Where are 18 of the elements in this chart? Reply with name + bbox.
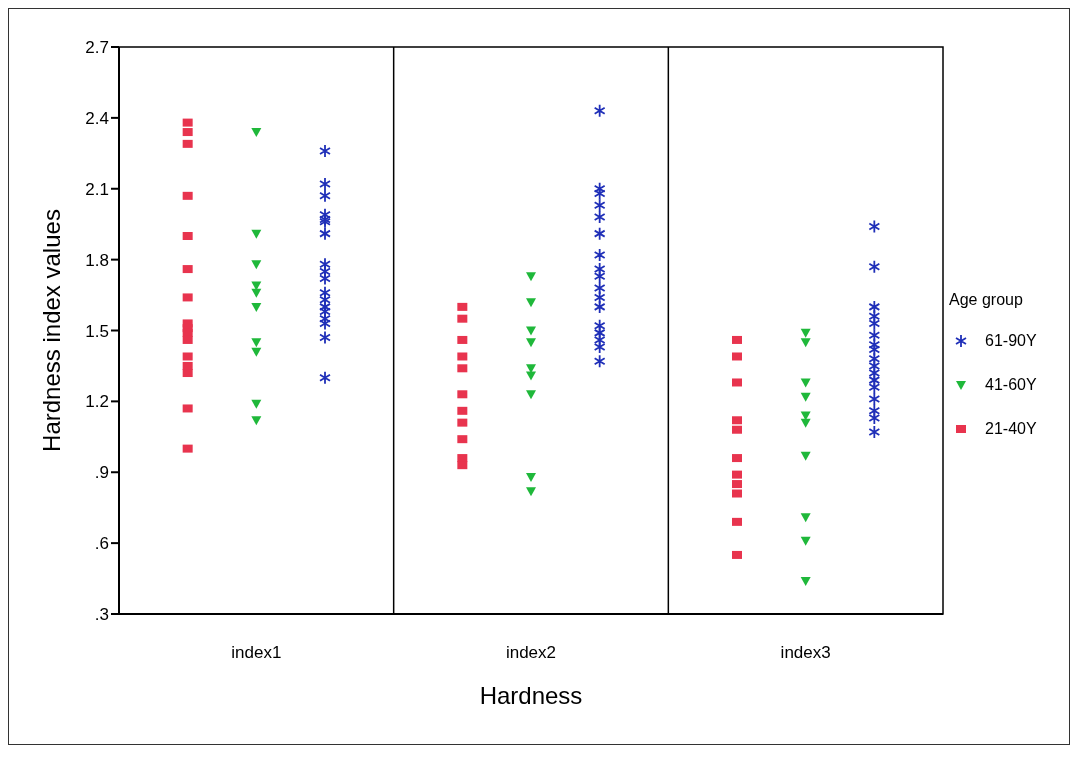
legend-title: Age group [949,290,1024,309]
y-tick-label: 2.7 [85,38,109,58]
legend-label: 41-60Y [985,375,1037,394]
x-tick-label: index3 [780,643,831,663]
legend-label: 21-40Y [985,419,1037,438]
y-tick-label: .9 [94,463,109,483]
x-tick-label: index2 [505,643,557,663]
x-tick-label: index1 [231,643,282,663]
y-tick-label: .6 [94,534,109,554]
y-tick-label: 2.4 [85,108,109,128]
y-tick-label: 1.8 [85,250,109,270]
y-tick-label: 1.5 [85,321,109,341]
y-tick-label: 1.2 [85,392,109,412]
x-axis-title: Hardness [479,682,583,709]
legend-label: 61-90Y [985,331,1037,350]
y-axis-title: Hardness index values [37,209,65,452]
y-tick-label: .3 [94,605,109,625]
y-tick-label: 2.1 [85,179,109,199]
